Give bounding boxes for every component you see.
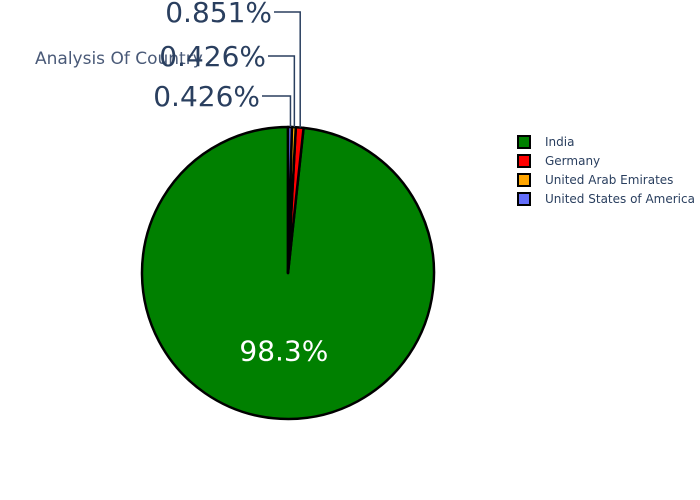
leader-line-united-arab-emirates xyxy=(268,55,296,128)
chart-title: Analysis Of Country xyxy=(35,49,203,69)
slice-label-germany: 0.851% xyxy=(165,0,272,29)
legend-item-india[interactable]: India xyxy=(517,135,574,149)
legend-item-united-states-of-america[interactable]: United States of America xyxy=(517,192,695,206)
legend-item-germany[interactable]: Germany xyxy=(517,154,600,168)
leader-line-germany xyxy=(274,11,301,128)
label-leader-lines xyxy=(262,11,301,128)
slice-label-united-arab-emirates: 0.426% xyxy=(159,40,266,73)
legend-label: United States of America xyxy=(545,192,695,206)
slice-label-india: 98.3% xyxy=(239,334,328,367)
legend-swatch xyxy=(517,173,531,187)
legend-label: United Arab Emirates xyxy=(545,173,673,187)
legend: India Germany United Arab Emirates United S… xyxy=(517,135,695,206)
legend-swatch xyxy=(517,135,531,149)
legend-label: India xyxy=(545,135,574,149)
legend-swatch xyxy=(517,154,531,168)
leader-line-united-states-of-america xyxy=(262,95,292,128)
pie-slices xyxy=(140,125,436,421)
slice-labels: 98.3% 0.851% 0.426% 0.426% xyxy=(153,0,328,367)
legend-item-united-arab-emirates[interactable]: United Arab Emirates xyxy=(517,173,673,187)
legend-label: Germany xyxy=(545,154,600,168)
slice-label-united-states-of-america: 0.426% xyxy=(153,80,260,113)
legend-swatch xyxy=(517,192,531,206)
